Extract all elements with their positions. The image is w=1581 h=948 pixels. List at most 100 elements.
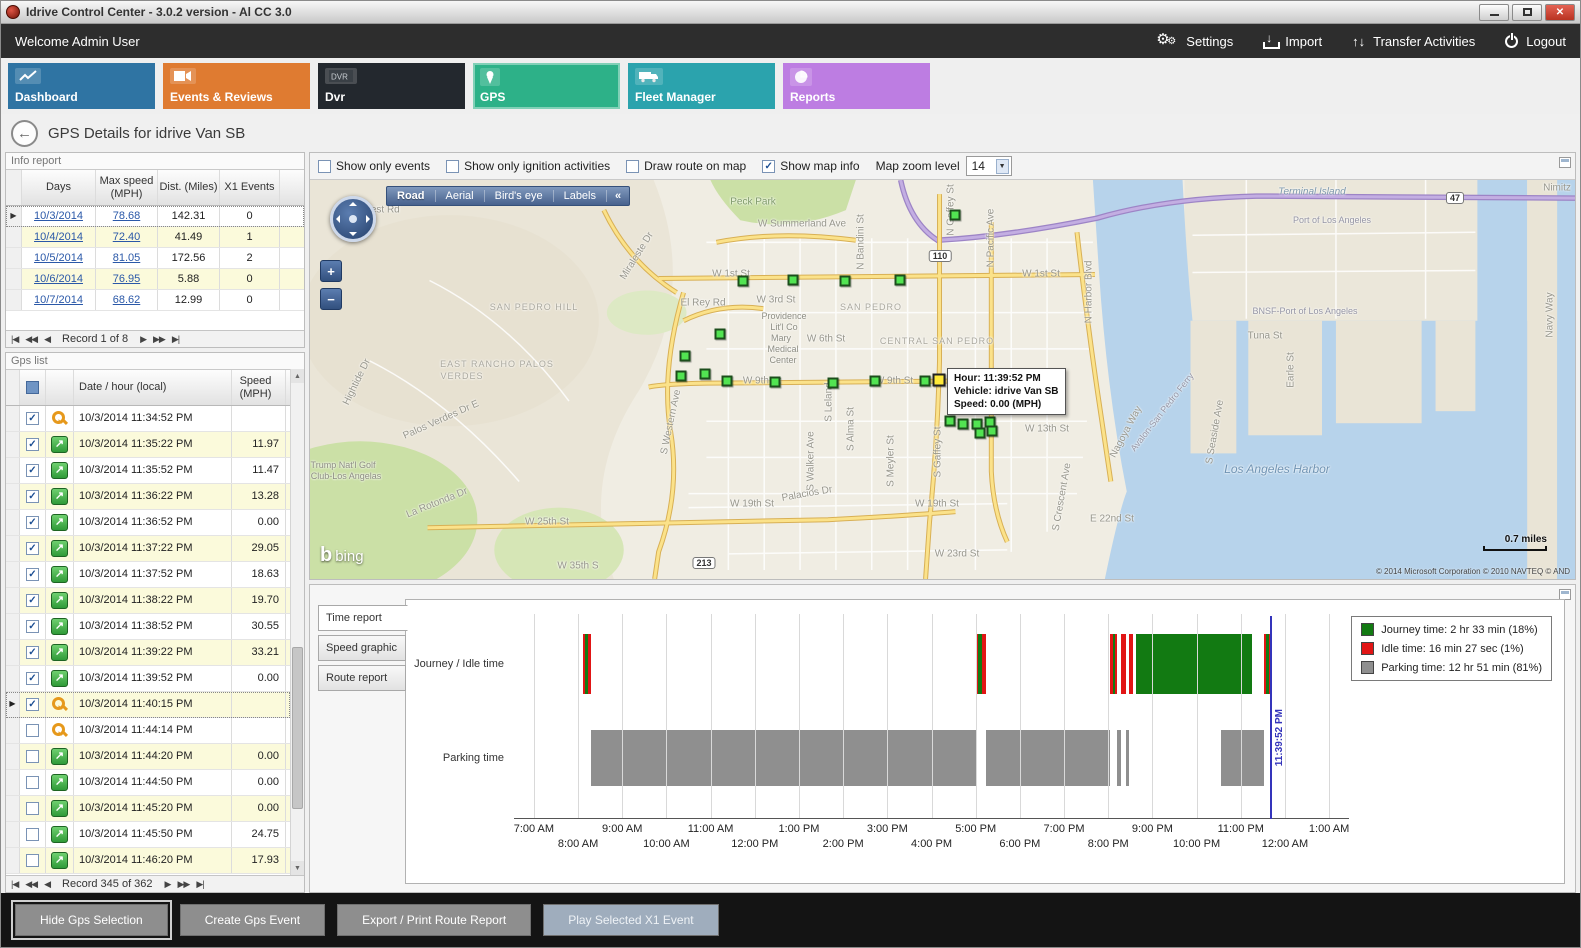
- row-checkbox[interactable]: ✓: [26, 490, 39, 503]
- map-view-bird-s-eye[interactable]: Bird's eye: [485, 190, 554, 202]
- checkbox[interactable]: [318, 159, 331, 173]
- info-table-row[interactable]: 10/4/2014 72.40 41.49 1: [6, 227, 304, 248]
- checkbox[interactable]: [626, 159, 640, 173]
- gps-table-row[interactable]: ↗ 10/3/2014 11:46:20 PM 17.93: [6, 848, 290, 874]
- row-checkbox[interactable]: [26, 750, 39, 763]
- gps-marker[interactable]: [827, 377, 839, 389]
- prev-record-button[interactable]: ◀: [44, 878, 51, 889]
- day-link[interactable]: 10/4/2014: [22, 227, 96, 247]
- logout-button[interactable]: Logout: [1505, 34, 1566, 49]
- scroll-down-icon[interactable]: ▼: [291, 861, 304, 875]
- row-checkbox[interactable]: [26, 802, 39, 815]
- export-print-route-report-button[interactable]: Export / Print Route Report: [337, 904, 532, 936]
- gps-table-row[interactable]: ✓ 10/3/2014 11:34:52 PM: [6, 406, 290, 432]
- gps-marker[interactable]: [986, 425, 998, 437]
- tab-dashboard[interactable]: Dashboard: [8, 63, 155, 109]
- gps-marker[interactable]: [679, 350, 691, 362]
- report-tab-time-report[interactable]: Time report: [318, 605, 408, 631]
- minimize-button[interactable]: [1479, 3, 1509, 21]
- option-show-only-events[interactable]: Show only events: [318, 159, 430, 173]
- column-header[interactable]: Speed (MPH): [232, 370, 286, 405]
- maximize-map-icon[interactable]: [1559, 157, 1571, 168]
- option-show-map-info[interactable]: ✓ Show map info: [762, 159, 860, 173]
- checkbox[interactable]: [446, 159, 460, 173]
- row-checkbox[interactable]: ✓: [26, 568, 39, 581]
- gps-table-row[interactable]: ✓ ↗ 10/3/2014 11:35:52 PM 11.47: [6, 458, 290, 484]
- info-table-row[interactable]: 10/5/2014 81.05 172.56 2: [6, 248, 304, 269]
- column-header[interactable]: Date / hour (local): [74, 370, 232, 405]
- gps-list-scrollbar[interactable]: ▲ ▼: [290, 369, 304, 875]
- row-checkbox[interactable]: ✓: [26, 698, 39, 711]
- gps-table-row[interactable]: ↗ 10/3/2014 11:45:20 PM 0.00: [6, 796, 290, 822]
- hide-gps-selection-button[interactable]: Hide Gps Selection: [15, 904, 168, 936]
- gps-marker[interactable]: [737, 275, 749, 287]
- gps-table-row[interactable]: ✓ ↗ 10/3/2014 11:36:52 PM 0.00: [6, 510, 290, 536]
- column-header[interactable]: Days: [22, 170, 96, 205]
- gps-table-row[interactable]: ▶ ✓ 10/3/2014 11:40:15 PM: [6, 692, 290, 718]
- column-header[interactable]: X1 Events: [220, 170, 280, 205]
- first-record-button[interactable]: |◀: [11, 878, 19, 889]
- gps-marker[interactable]: [869, 375, 881, 387]
- row-checkbox[interactable]: ✓: [26, 412, 39, 425]
- row-checkbox[interactable]: ✓: [26, 542, 39, 555]
- back-button[interactable]: ←: [11, 119, 38, 147]
- next-record-button[interactable]: ▶: [164, 878, 172, 889]
- gps-table-row[interactable]: ↗ 10/3/2014 11:44:20 PM 0.00: [6, 744, 290, 770]
- row-checkbox[interactable]: [26, 724, 39, 737]
- option-show-only-ignition-activities[interactable]: Show only ignition activities: [446, 159, 610, 173]
- map-view-aerial[interactable]: Aerial: [436, 190, 485, 202]
- selected-gps-marker[interactable]: [932, 373, 946, 387]
- gps-table-row[interactable]: ✓ ↗ 10/3/2014 11:39:22 PM 33.21: [6, 640, 290, 666]
- map-compass[interactable]: [330, 196, 376, 242]
- tab-dvr[interactable]: DVR Dvr: [318, 63, 465, 109]
- row-checkbox[interactable]: ✓: [26, 646, 39, 659]
- last-record-button[interactable]: ▶|: [171, 333, 180, 344]
- gps-marker[interactable]: [974, 427, 986, 439]
- gps-table-row[interactable]: ✓ ↗ 10/3/2014 11:38:52 PM 30.55: [6, 614, 290, 640]
- info-table-row[interactable]: 10/7/2014 68.62 12.99 0: [6, 290, 304, 311]
- prev-group-button[interactable]: ◀◀: [25, 333, 38, 344]
- next-group-button[interactable]: ▶▶: [153, 333, 166, 344]
- map-view-labels[interactable]: Labels: [554, 190, 607, 202]
- gps-table-row[interactable]: ✓ ↗ 10/3/2014 11:35:22 PM 11.97: [6, 432, 290, 458]
- scrollbar-thumb[interactable]: [292, 647, 303, 810]
- prev-group-button[interactable]: ◀◀: [25, 878, 38, 889]
- map[interactable]: Road Aerial Bird's eye Labels « + − Crest Rd…: [310, 179, 1575, 579]
- gps-marker[interactable]: [714, 328, 726, 340]
- collapse-icon[interactable]: «: [615, 190, 622, 202]
- row-checkbox[interactable]: ✓: [26, 594, 39, 607]
- row-checkbox[interactable]: ✓: [26, 672, 39, 685]
- max-speed-link[interactable]: 68.62: [96, 290, 158, 310]
- max-speed-link[interactable]: 72.40: [96, 227, 158, 247]
- gps-marker[interactable]: [919, 375, 931, 387]
- tab-fleet-manager[interactable]: Fleet Manager: [628, 63, 775, 109]
- close-button[interactable]: ✕: [1545, 3, 1575, 21]
- tab-gps[interactable]: GPS: [473, 63, 620, 109]
- import-button[interactable]: ↓ Import: [1263, 31, 1322, 49]
- max-speed-link[interactable]: 78.68: [96, 206, 158, 226]
- first-record-button[interactable]: |◀: [11, 333, 19, 344]
- maximize-chart-icon[interactable]: [1559, 589, 1571, 600]
- gps-marker[interactable]: [944, 415, 956, 427]
- settings-button[interactable]: ⚙ ⚙ Settings: [1156, 31, 1233, 50]
- option-draw-route-on-map[interactable]: Draw route on map: [626, 159, 746, 173]
- gps-table-row[interactable]: 10/3/2014 11:44:14 PM: [6, 718, 290, 744]
- gps-marker[interactable]: [787, 274, 799, 286]
- map-zoom-out-button[interactable]: −: [320, 288, 342, 310]
- gps-table-row[interactable]: ✓ ↗ 10/3/2014 11:38:22 PM 19.70: [6, 588, 290, 614]
- row-checkbox[interactable]: [26, 828, 39, 841]
- gps-marker[interactable]: [721, 375, 733, 387]
- row-checkbox[interactable]: ✓: [26, 464, 39, 477]
- gps-marker[interactable]: [949, 209, 961, 221]
- gps-table-row[interactable]: ✓ ↗ 10/3/2014 11:36:22 PM 13.28: [6, 484, 290, 510]
- column-header[interactable]: Max speed (MPH): [96, 170, 158, 205]
- gps-table-row[interactable]: ↗ 10/3/2014 11:44:50 PM 0.00: [6, 770, 290, 796]
- gps-marker[interactable]: [675, 370, 687, 382]
- scroll-up-icon[interactable]: ▲: [291, 369, 304, 383]
- tab-events-reviews[interactable]: Events & Reviews: [163, 63, 310, 109]
- max-speed-link[interactable]: 76.95: [96, 269, 158, 289]
- prev-record-button[interactable]: ◀: [44, 333, 51, 344]
- report-tab-route-report[interactable]: Route report: [318, 665, 406, 691]
- gps-marker[interactable]: [769, 376, 781, 388]
- gps-table-row[interactable]: ✓ ↗ 10/3/2014 11:39:52 PM 0.00: [6, 666, 290, 692]
